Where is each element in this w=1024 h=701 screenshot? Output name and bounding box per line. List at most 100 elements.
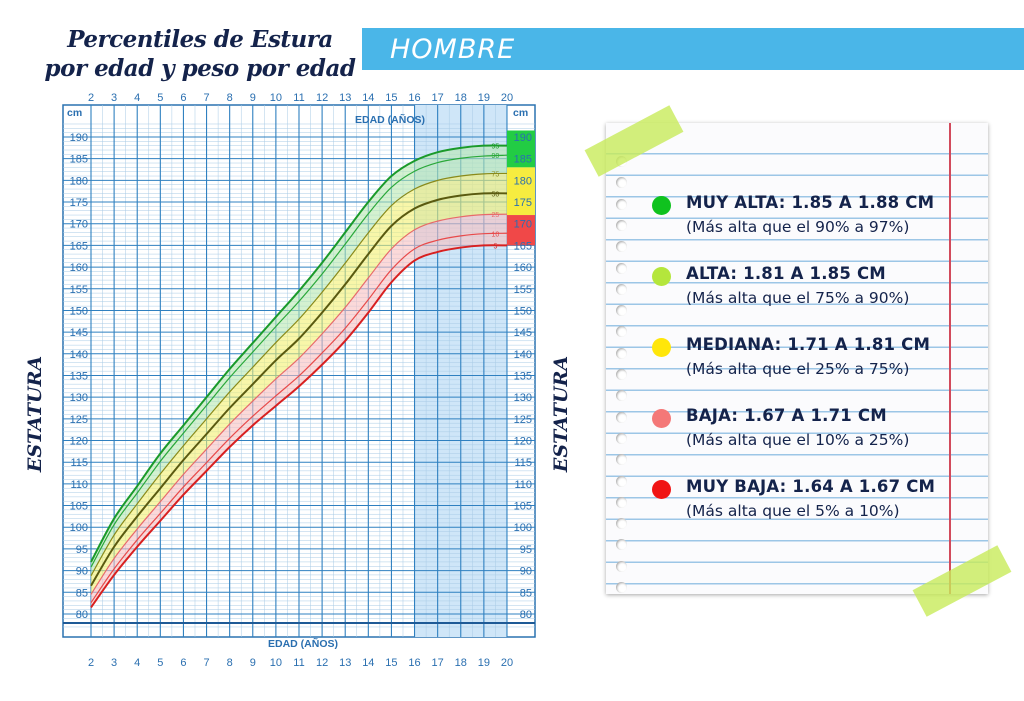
percentile-label-50: 50 bbox=[492, 191, 500, 198]
x-tick-label-top: 9 bbox=[250, 92, 256, 104]
y-tick-label-left: 95 bbox=[76, 544, 88, 556]
x-tick-label-bottom: 12 bbox=[316, 657, 328, 669]
y-tick-label-right: 105 bbox=[514, 501, 532, 513]
legend-item-subtitle: (Más alta que el 90% a 97%) bbox=[686, 218, 910, 236]
notepad-hole bbox=[616, 347, 627, 359]
x-tick-label-bottom: 5 bbox=[157, 657, 163, 669]
notepad-hole bbox=[616, 411, 627, 423]
percentile-band-25-75 bbox=[91, 173, 507, 595]
notepad-hole bbox=[616, 369, 627, 380]
y-tick-label-left: 150 bbox=[70, 305, 88, 317]
x-tick-label-top: 18 bbox=[455, 92, 467, 104]
percentile-curve-10 bbox=[90, 232, 507, 604]
percentile-curve-75 bbox=[90, 172, 507, 577]
y-tick-label-right: 145 bbox=[514, 327, 532, 339]
y-tick-label-right: 135 bbox=[514, 370, 532, 382]
notepad-hole bbox=[616, 305, 627, 317]
legend-color-dot bbox=[652, 338, 671, 357]
y-tick-label-right: 110 bbox=[514, 479, 532, 491]
y-tick-label-left: 85 bbox=[76, 587, 88, 599]
x-tick-label-bottom: 17 bbox=[432, 657, 444, 669]
y-tick-label-right: 185 bbox=[514, 154, 532, 166]
y-tick-label-right: 90 bbox=[520, 566, 532, 578]
y-tick-label-right: 115 bbox=[514, 457, 532, 469]
x-tick-label-top: 16 bbox=[408, 92, 420, 104]
y-tick-label-left: 145 bbox=[70, 327, 88, 339]
y-tick-label-right: 180 bbox=[514, 175, 532, 187]
legend-item-subtitle: (Más alta que el 25% a 75%) bbox=[686, 360, 910, 378]
y-tick-label-left: 170 bbox=[70, 219, 88, 231]
y-tick-label-right: 190 bbox=[514, 132, 532, 144]
percentile-curve-95 bbox=[90, 144, 507, 563]
y-tick-label-left: 190 bbox=[70, 132, 88, 144]
x-tick-label-bottom: 8 bbox=[227, 657, 233, 669]
percentile-label-25: 25 bbox=[492, 212, 500, 219]
notepad-hole bbox=[616, 198, 627, 210]
gender-label: HOMBRE bbox=[390, 34, 516, 65]
y-tick-label-left: 80 bbox=[76, 609, 88, 621]
legend-item-title: MEDIANA: 1.71 A 1.81 CM bbox=[686, 335, 931, 354]
y-tick-label-right: 160 bbox=[514, 262, 532, 274]
notepad-hole bbox=[616, 432, 627, 444]
y-tick-label-left: 165 bbox=[70, 240, 88, 252]
legend-color-dot bbox=[652, 267, 671, 286]
x-tick-label-bottom: 10 bbox=[270, 657, 282, 669]
x-tick-label-bottom: 14 bbox=[362, 657, 374, 669]
legend-item-title: BAJA: 1.67 A 1.71 CM bbox=[686, 406, 887, 425]
x-tick-label-bottom: 3 bbox=[111, 657, 117, 669]
x-tick-label-bottom: 9 bbox=[250, 657, 256, 669]
notepad-hole bbox=[616, 560, 627, 572]
y-tick-label-right: 125 bbox=[514, 414, 532, 426]
legend-notepad: MUY ALTA: 1.85 A 1.88 CM (Más alta que e… bbox=[606, 123, 988, 594]
x-tick-label-bottom: 6 bbox=[180, 657, 186, 669]
notepad-hole bbox=[616, 262, 627, 274]
y-tick-label-left: 160 bbox=[70, 262, 88, 274]
notepad-hole bbox=[616, 582, 627, 593]
chart-title-line1: Percentiles de Estura bbox=[67, 26, 333, 53]
gender-banner: HOMBRE bbox=[362, 28, 1024, 70]
x-tick-label-top: 13 bbox=[339, 92, 351, 104]
percentile-label-90: 90 bbox=[492, 153, 500, 160]
notepad-hole bbox=[616, 219, 627, 231]
x-tick-label-top: 15 bbox=[385, 92, 397, 104]
percentile-label-5: 5 bbox=[493, 243, 497, 250]
y-tick-label-right: 155 bbox=[514, 284, 532, 296]
x-tick-label-bottom: 20 bbox=[501, 657, 513, 669]
y-tick-label-left: 155 bbox=[70, 284, 88, 296]
right-zone-2 bbox=[506, 215, 535, 246]
x-tick-label-top: 12 bbox=[316, 92, 328, 104]
notepad-margin-line bbox=[949, 123, 951, 594]
y-tick-label-right: 150 bbox=[514, 305, 532, 317]
y-tick-label-left: 175 bbox=[70, 197, 88, 209]
percentile-label-75: 75 bbox=[492, 171, 500, 178]
x-axis-label-bottom: EDAD (AÑOS) bbox=[268, 637, 338, 650]
y-tick-label-right: 95 bbox=[520, 544, 532, 556]
y-tick-label-left: 105 bbox=[70, 501, 88, 513]
x-tick-label-bottom: 4 bbox=[134, 657, 140, 669]
x-tick-label-top: 8 bbox=[227, 92, 233, 104]
y-tick-label-right: 170 bbox=[514, 219, 532, 231]
y-tick-label-left: 90 bbox=[76, 566, 88, 578]
y-tick-label-right: 130 bbox=[514, 392, 532, 404]
y-tick-label-left: 110 bbox=[70, 479, 88, 491]
unit-label-left: cm bbox=[67, 107, 82, 119]
x-tick-label-bottom: 15 bbox=[385, 657, 397, 669]
notepad-hole bbox=[616, 241, 627, 253]
x-tick-label-top: 20 bbox=[501, 92, 513, 104]
y-tick-label-right: 100 bbox=[514, 522, 532, 534]
notepad-hole bbox=[616, 518, 627, 530]
x-tick-label-top: 6 bbox=[180, 92, 186, 104]
y-tick-label-left: 125 bbox=[70, 414, 88, 426]
x-axis-label-top: EDAD (AÑOS) bbox=[355, 113, 425, 126]
y-tick-label-left: 135 bbox=[70, 370, 88, 382]
unit-label-right: cm bbox=[513, 107, 528, 119]
y-tick-label-left: 120 bbox=[70, 436, 88, 448]
percentile-curve-50 bbox=[90, 192, 507, 587]
x-tick-label-bottom: 2 bbox=[88, 657, 94, 669]
x-tick-label-top: 19 bbox=[478, 92, 490, 104]
legend-item-title: MUY BAJA: 1.64 A 1.67 CM bbox=[686, 477, 936, 496]
x-tick-label-bottom: 13 bbox=[339, 657, 351, 669]
y-tick-label-right: 120 bbox=[514, 436, 532, 448]
right-zone-0 bbox=[506, 130, 535, 168]
